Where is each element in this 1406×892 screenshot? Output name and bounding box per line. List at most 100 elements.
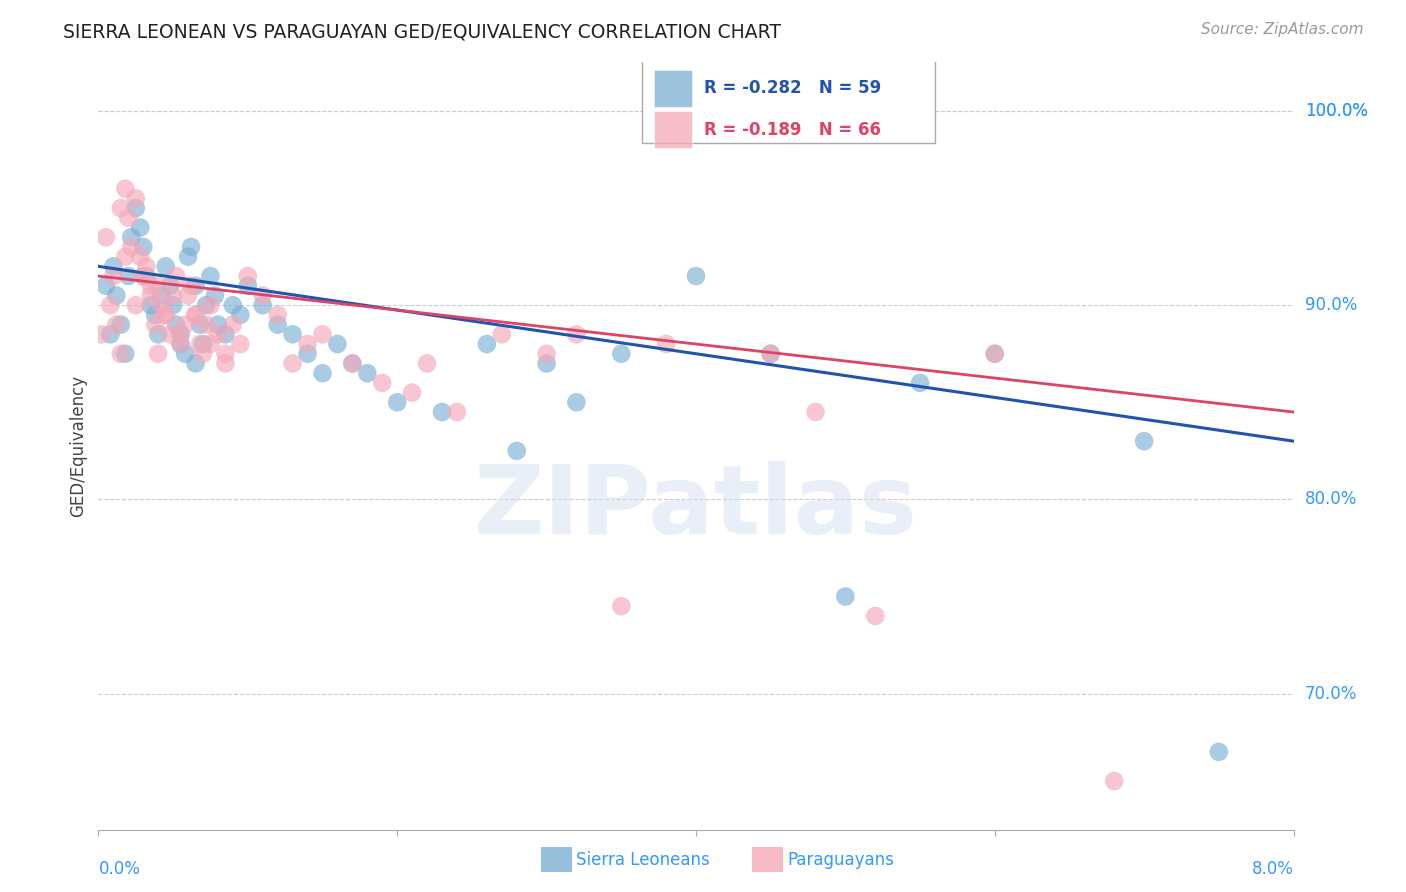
Point — [236, 268, 259, 283]
Point — [475, 337, 498, 351]
Text: 0.0%: 0.0% — [98, 860, 141, 878]
Point — [281, 356, 304, 370]
Text: R = -0.189   N = 66: R = -0.189 N = 66 — [704, 120, 882, 139]
Point — [184, 356, 207, 370]
Point — [180, 278, 202, 293]
Point — [342, 356, 364, 370]
Point — [252, 288, 274, 302]
Point — [139, 278, 162, 293]
Point — [222, 318, 245, 332]
Point — [188, 337, 211, 351]
Point — [252, 298, 274, 312]
Point — [311, 366, 333, 380]
Point — [416, 356, 439, 370]
Point — [169, 327, 191, 342]
Point — [311, 327, 333, 342]
Point — [610, 599, 633, 614]
Point — [139, 298, 162, 312]
Text: Sierra Leoneans: Sierra Leoneans — [576, 851, 710, 869]
Point — [117, 268, 139, 283]
Bar — [654, 112, 692, 148]
Text: 100.0%: 100.0% — [1305, 102, 1368, 120]
Point — [267, 318, 290, 332]
Point — [195, 298, 218, 312]
Point — [356, 366, 378, 380]
Point — [565, 327, 588, 342]
Point — [685, 268, 707, 283]
Point — [371, 376, 394, 390]
Point — [188, 318, 211, 332]
Point — [984, 347, 1007, 361]
Text: 80.0%: 80.0% — [1305, 491, 1357, 508]
Point — [222, 298, 245, 312]
Point — [129, 250, 152, 264]
Point — [430, 405, 453, 419]
Point — [132, 268, 155, 283]
Point — [565, 395, 588, 409]
Point — [229, 337, 252, 351]
Point — [105, 318, 128, 332]
Point — [135, 260, 157, 274]
Point — [267, 308, 290, 322]
Text: 100.0%: 100.0% — [1305, 102, 1368, 120]
Point — [114, 182, 136, 196]
Point — [536, 356, 558, 370]
Point — [148, 278, 170, 293]
Point — [177, 250, 200, 264]
Point — [143, 318, 166, 332]
Text: ZIPatlas: ZIPatlas — [474, 461, 918, 554]
Point — [401, 385, 423, 400]
Point — [139, 288, 162, 302]
Point — [169, 337, 191, 351]
Point — [150, 298, 173, 312]
Point — [103, 268, 125, 283]
Point — [1133, 434, 1156, 449]
Point — [162, 288, 184, 302]
Point — [132, 240, 155, 254]
Text: Source: ZipAtlas.com: Source: ZipAtlas.com — [1201, 22, 1364, 37]
Point — [984, 347, 1007, 361]
Point — [148, 347, 170, 361]
Point — [759, 347, 782, 361]
Point — [98, 298, 122, 312]
Point — [200, 298, 222, 312]
Point — [834, 590, 856, 604]
Text: R = -0.282   N = 59: R = -0.282 N = 59 — [704, 79, 882, 97]
Point — [114, 250, 136, 264]
Point — [125, 201, 148, 215]
Point — [908, 376, 931, 390]
Point — [120, 240, 142, 254]
Point — [804, 405, 827, 419]
Y-axis label: GED/Equivalency: GED/Equivalency — [69, 375, 87, 517]
Point — [174, 318, 197, 332]
Point — [94, 230, 117, 244]
Point — [177, 288, 200, 302]
Point — [129, 220, 152, 235]
Point — [159, 278, 181, 293]
Point — [169, 337, 191, 351]
Point — [150, 288, 173, 302]
Text: 8.0%: 8.0% — [1251, 860, 1294, 878]
Point — [229, 308, 252, 322]
Point — [297, 347, 319, 361]
Point — [1104, 774, 1126, 789]
Point — [200, 337, 222, 351]
Point — [326, 337, 349, 351]
Point — [110, 201, 132, 215]
Point — [148, 327, 170, 342]
Point — [94, 278, 117, 293]
Point — [162, 298, 184, 312]
Bar — [654, 70, 692, 107]
Point — [207, 318, 229, 332]
Point — [125, 298, 148, 312]
Point — [191, 337, 214, 351]
Point — [135, 268, 157, 283]
Point — [103, 260, 125, 274]
Point — [114, 347, 136, 361]
Point — [297, 337, 319, 351]
Text: SIERRA LEONEAN VS PARAGUAYAN GED/EQUIVALENCY CORRELATION CHART: SIERRA LEONEAN VS PARAGUAYAN GED/EQUIVAL… — [63, 22, 782, 41]
Point — [610, 347, 633, 361]
Point — [865, 609, 887, 624]
Point — [207, 327, 229, 342]
Point — [655, 337, 678, 351]
